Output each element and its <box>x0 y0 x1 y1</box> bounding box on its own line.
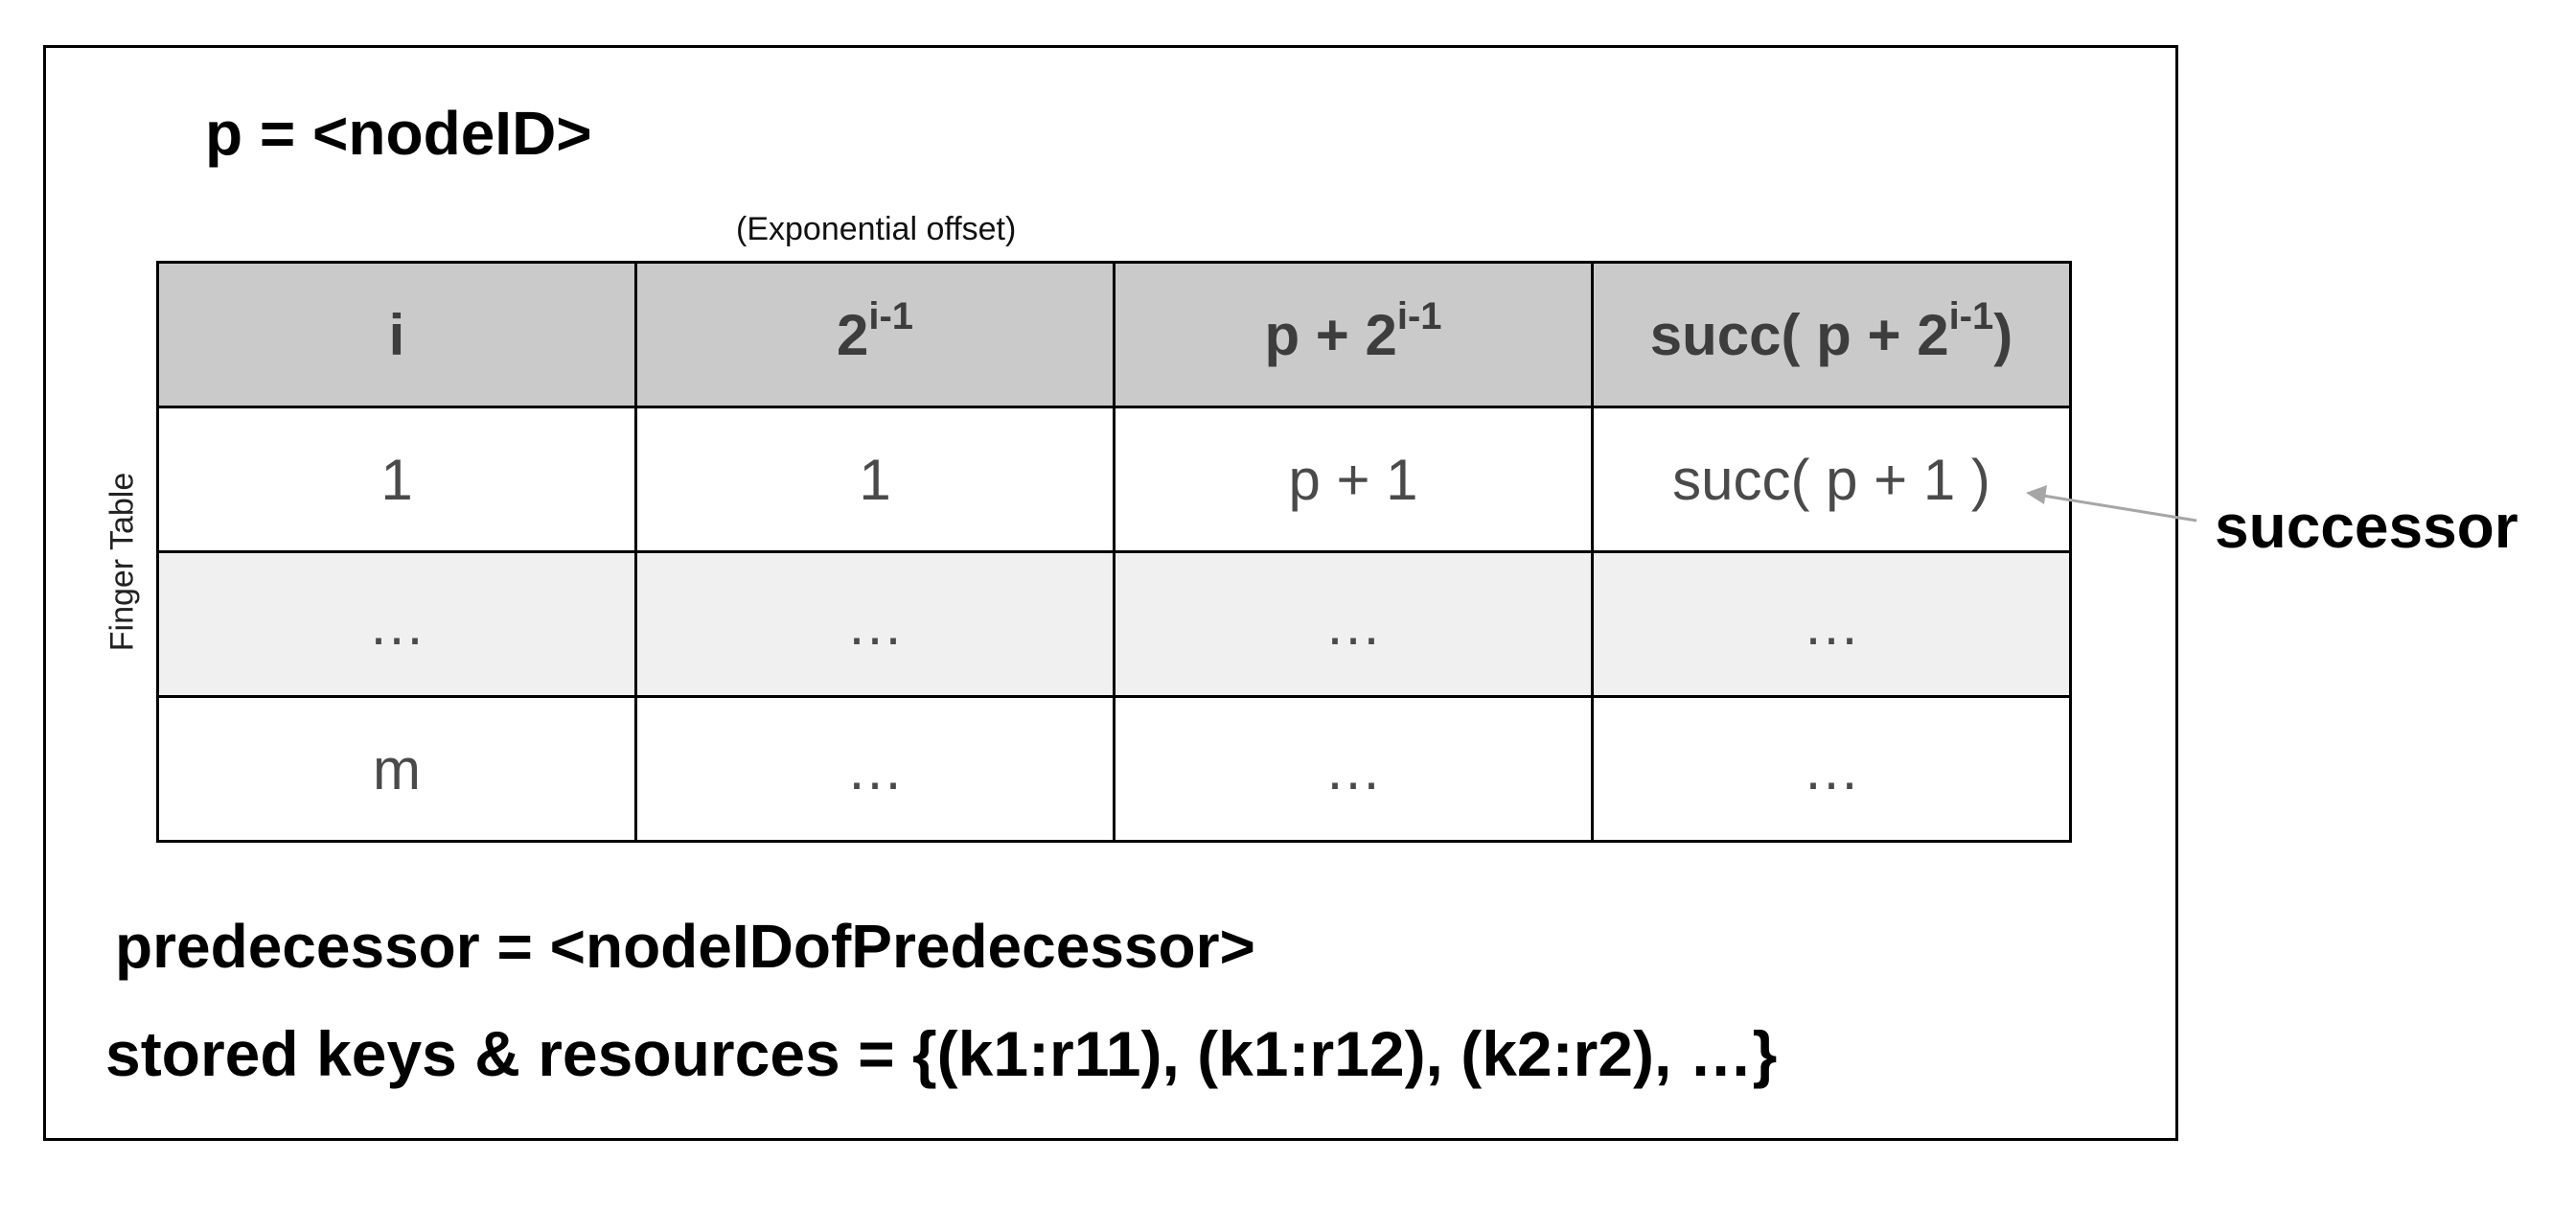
table-cell: … <box>1113 550 1594 698</box>
table-cell: … <box>634 550 1116 698</box>
table-cell: m <box>156 695 637 843</box>
exponential-offset-note: (Exponential offset) <box>736 211 1017 247</box>
node-state-frame <box>43 45 2178 1141</box>
stored-resources-line: stored keys & resources = {(k1:r11), (k1… <box>105 1018 1778 1089</box>
table-cell: 1 <box>634 406 1116 553</box>
finger-table: i 2i-1 p + 2i-1 succ( p + 2i-1) 1 1 p + … <box>156 261 2072 843</box>
predecessor-line: predecessor = <nodeIDofPredecessor> <box>115 912 1255 981</box>
table-row: m … … … <box>156 695 2072 843</box>
finger-table-header-row: i 2i-1 p + 2i-1 succ( p + 2i-1) <box>156 261 2072 408</box>
table-row: … … … … <box>156 550 2072 698</box>
table-row: 1 1 p + 1 succ( p + 1 ) <box>156 406 2072 553</box>
header-i: i <box>156 261 637 408</box>
finger-table-label: Finger Table <box>104 472 141 652</box>
header-successor: succ( p + 2i-1) <box>1591 261 2072 408</box>
table-cell: p + 1 <box>1113 406 1594 553</box>
header-target: p + 2i-1 <box>1113 261 1594 408</box>
table-cell: … <box>156 550 637 698</box>
table-cell: … <box>1591 550 2072 698</box>
table-cell: … <box>634 695 1116 843</box>
table-cell: … <box>1113 695 1594 843</box>
table-cell: succ( p + 1 ) <box>1591 406 2072 553</box>
header-offset: 2i-1 <box>634 261 1116 408</box>
node-id-line: p = <nodeID> <box>205 99 592 168</box>
successor-label: successor <box>2215 492 2518 561</box>
table-cell: 1 <box>156 406 637 553</box>
table-cell: … <box>1591 695 2072 843</box>
